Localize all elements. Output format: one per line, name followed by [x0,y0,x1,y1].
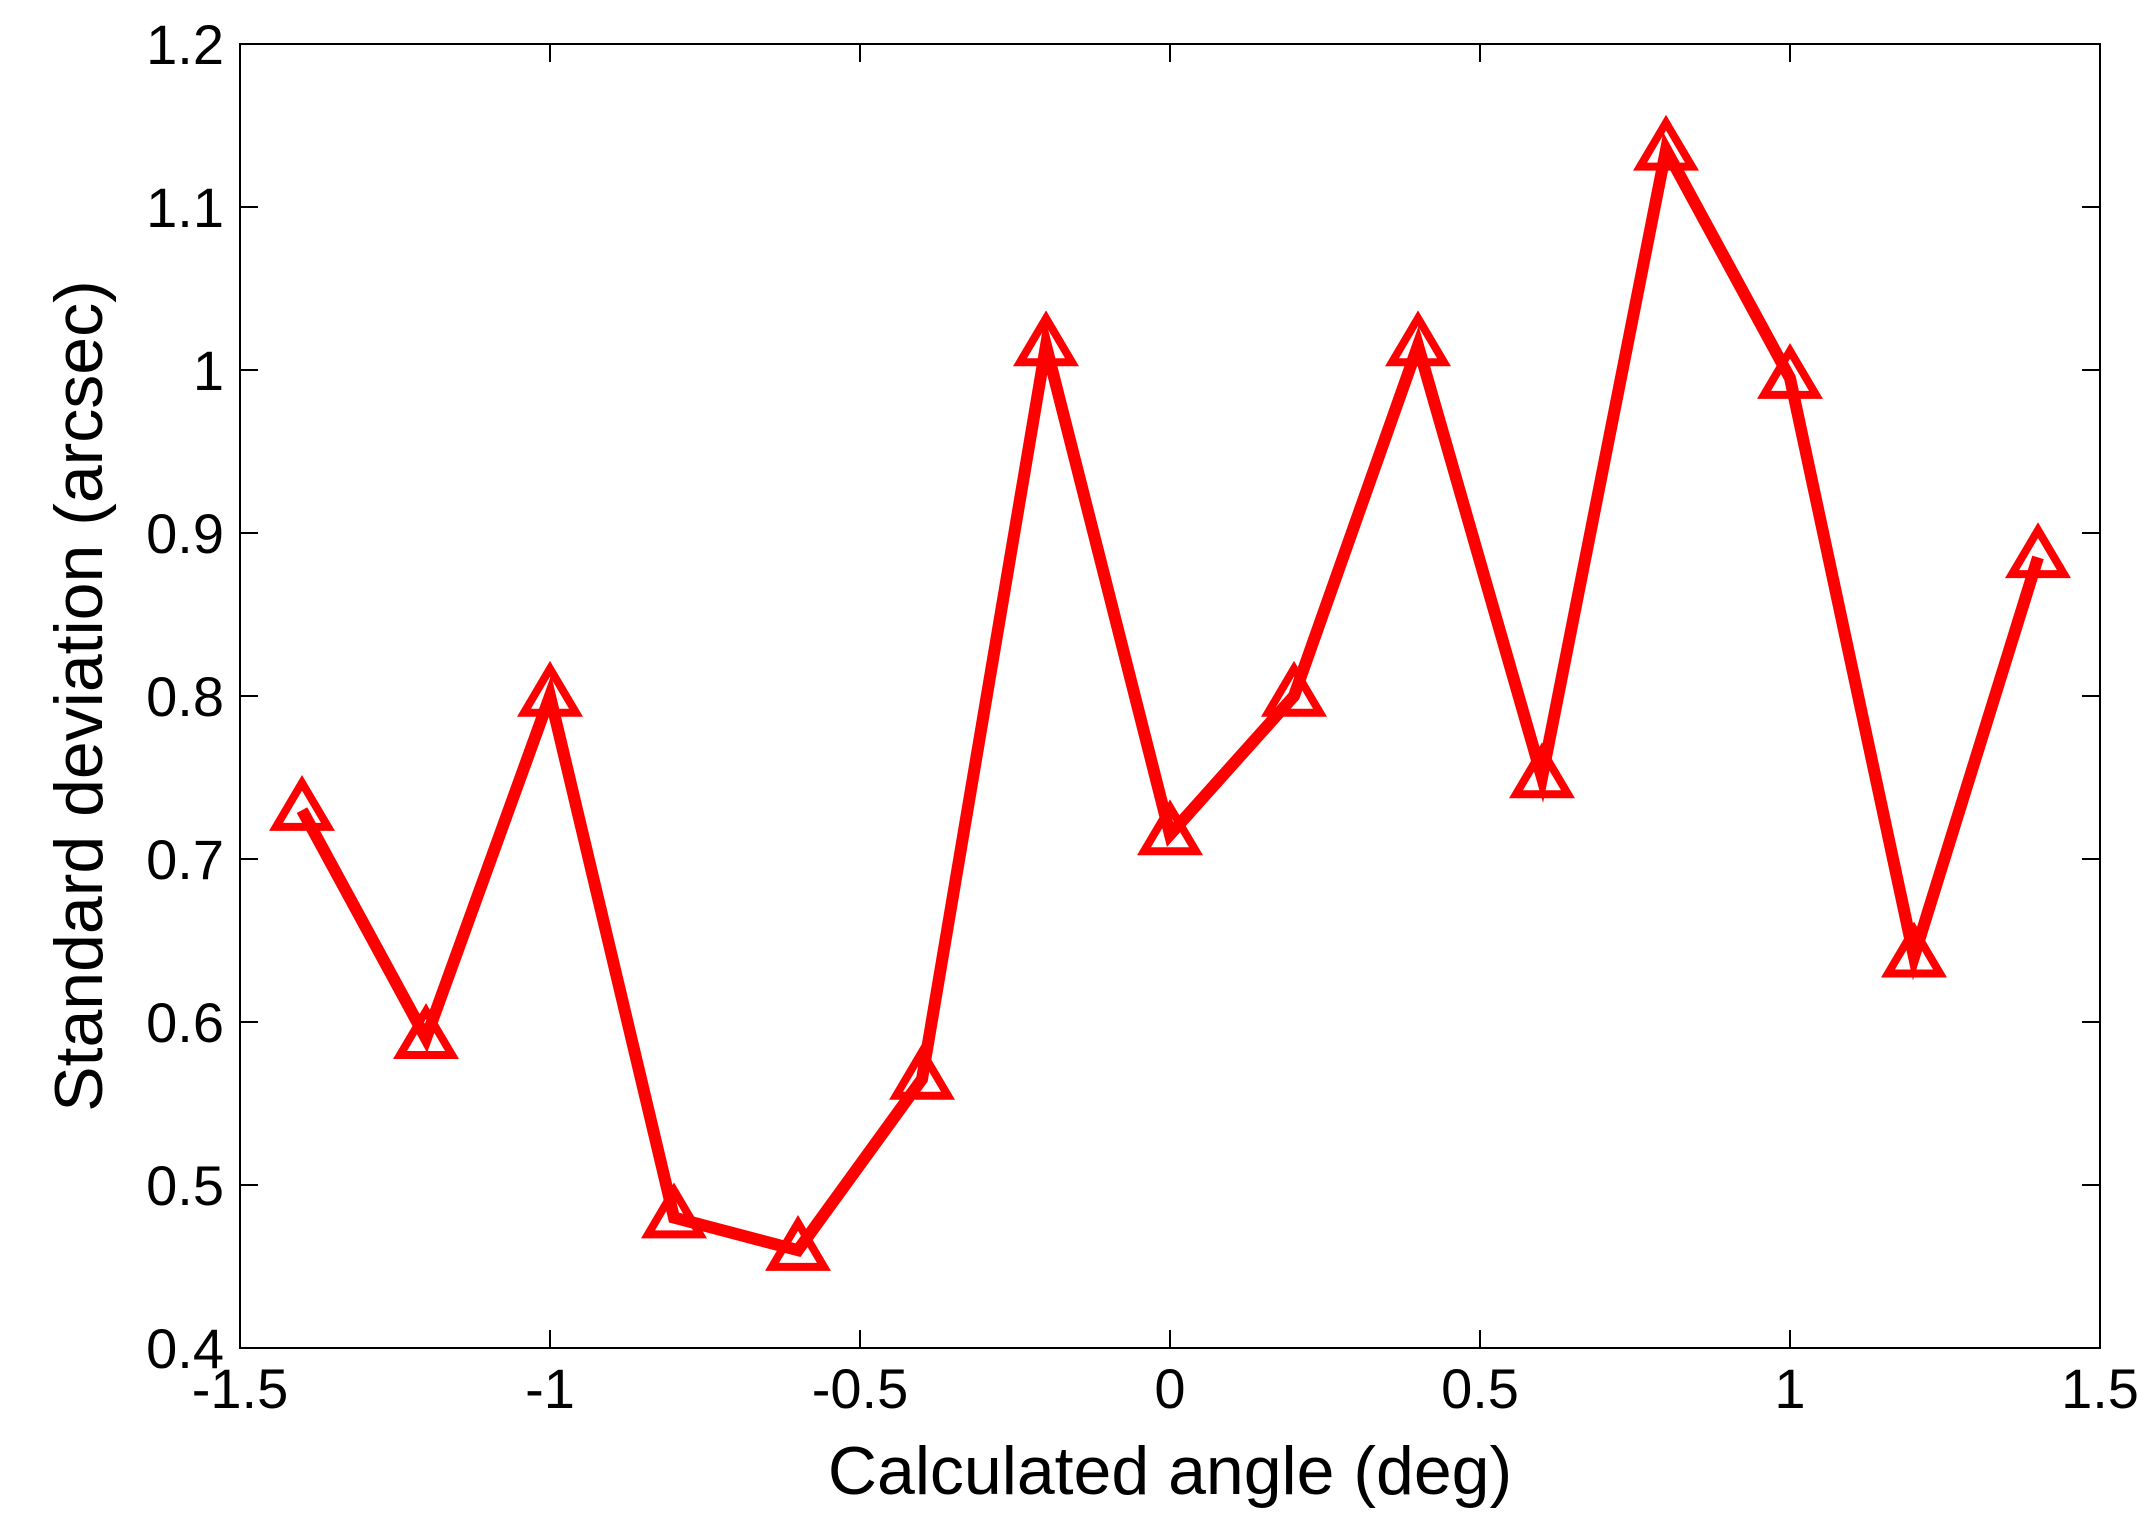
y-tick-label: 0.4 [146,1317,224,1380]
x-tick-label: 0.5 [1441,1357,1519,1420]
x-tick-label: -1.5 [192,1357,289,1420]
data-point-marker [1384,310,1452,367]
x-axis-title: Calculated angle (deg) [828,1433,1512,1509]
data-point-marker [268,774,336,831]
data-point-marker [392,1003,460,1060]
data-point-marker [516,660,584,717]
y-tick-label: 0.5 [146,1154,224,1217]
y-tick-label: 0.9 [146,502,224,565]
x-tick-label: 0 [1154,1357,1185,1420]
x-tick-labels: -1.5 -1 -0.5 0 0.5 1 1.5 [192,1357,2139,1420]
data-point-marker [764,1215,832,1271]
x-tick-label: 1 [1774,1357,1805,1420]
x-tick-label: 1.5 [2061,1357,2139,1420]
data-point-marker [1508,742,1576,799]
data-point-marker [1260,660,1328,717]
data-point-marker [1012,310,1080,367]
data-point-marker [1136,799,1204,856]
plot-frame [239,43,2101,1349]
x-tick-label: -0.5 [812,1357,909,1420]
data-point-marker [1880,921,1948,978]
y-tick-labels: 0.4 0.5 0.6 0.7 0.8 0.9 1 1.1 1.2 [146,13,224,1380]
y-tick-label: 0.7 [146,828,224,891]
series-line [296,132,2044,1258]
data-point-marker [1632,114,1700,171]
data-point-marker [888,1043,956,1100]
y-tick-label: 1 [193,339,224,402]
y-tick-label: 1.2 [146,13,224,76]
y-axis-title: Standard deviation (arcsec) [41,280,117,1112]
data-point-marker [640,1182,708,1239]
data-point-marker [2004,522,2072,579]
y-tick-label: 1.1 [146,176,224,239]
data-point-marker [1756,343,1824,399]
series-layer [268,114,2072,1271]
x-tick-label: -1 [525,1357,575,1420]
y-tick-label: 0.6 [146,991,224,1054]
y-tick-label: 0.8 [146,665,224,728]
